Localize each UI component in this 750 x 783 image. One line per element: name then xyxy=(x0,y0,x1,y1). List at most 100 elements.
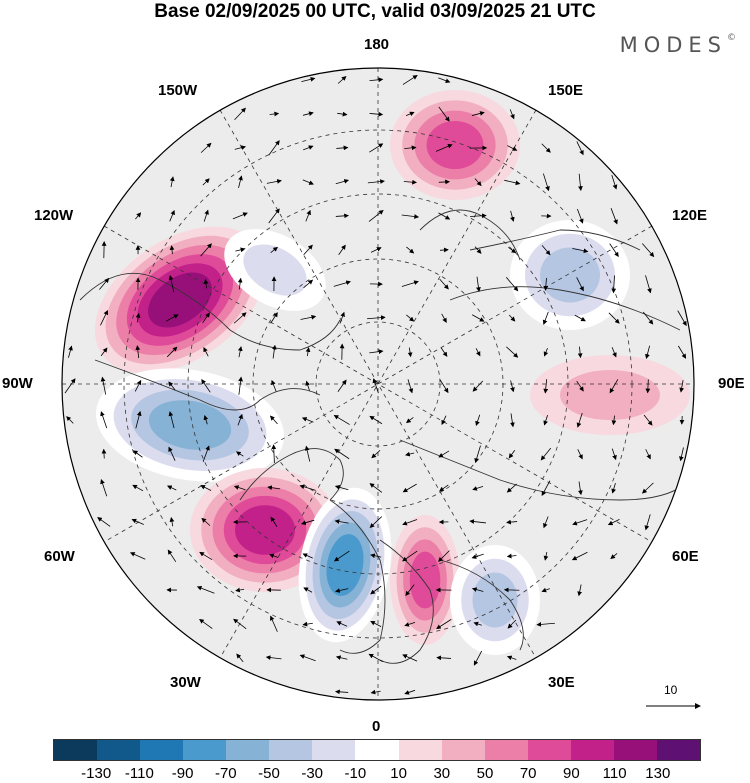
map-border xyxy=(61,67,695,701)
wind-arrow xyxy=(370,585,382,595)
wind-arrow xyxy=(265,655,282,660)
wind-arrow xyxy=(333,280,351,287)
wind-arrow xyxy=(369,77,384,83)
wind-arrow xyxy=(645,275,652,294)
wind-arrow xyxy=(507,145,518,151)
wind-arrow xyxy=(439,484,449,492)
wind-arrow xyxy=(645,449,651,460)
wind-arrow xyxy=(506,519,518,525)
wind-arrow xyxy=(543,277,549,291)
colorbar-swatch xyxy=(140,740,184,760)
wind-arrow xyxy=(471,587,484,592)
wind-arrow xyxy=(237,277,243,290)
wind-arrow xyxy=(402,654,418,662)
wind-arrow xyxy=(577,449,583,460)
wind-arrow xyxy=(100,309,108,326)
wind-arrow xyxy=(372,378,379,394)
lon-label-150e: 150E xyxy=(548,82,584,99)
anomaly-central-siberia-positive xyxy=(530,355,690,435)
wind-arrow xyxy=(441,313,447,323)
wind-arrow xyxy=(305,347,311,357)
colorbar-tick: 110 xyxy=(602,765,627,782)
vector-scale-label: 10 xyxy=(664,683,678,697)
map-title: Base 02/09/2025 00 UTC, valid 03/09/2025… xyxy=(154,1,596,22)
colorbar-swatch xyxy=(441,740,485,760)
wind-arrow xyxy=(305,209,311,222)
wind-arrow xyxy=(167,549,177,563)
wind-arrow xyxy=(369,483,383,493)
wind-arrow xyxy=(609,243,619,258)
colorbar-tick: 30 xyxy=(433,765,451,782)
wind-arrow xyxy=(611,175,618,190)
colorbar-tick: -110 xyxy=(124,765,154,782)
wind-arrow xyxy=(507,619,517,629)
wind-arrow xyxy=(407,379,414,394)
colorbar-tick: 130 xyxy=(645,765,671,782)
wind-arrow xyxy=(234,107,246,121)
colorbar xyxy=(53,739,701,761)
wind-arrow xyxy=(576,208,584,224)
wind-arrow xyxy=(335,655,348,661)
wind-arrow xyxy=(401,280,419,287)
wind-arrow xyxy=(132,450,143,458)
wind-arrow xyxy=(506,483,517,493)
lon-label-60e: 60E xyxy=(672,548,699,565)
wind-arrow xyxy=(610,208,618,225)
wind-arrow xyxy=(337,111,348,117)
wind-arrow xyxy=(508,314,516,322)
wind-arrow xyxy=(577,584,583,597)
wind-arrow xyxy=(476,276,481,293)
lon-label-120e: 120E xyxy=(672,207,708,224)
wind-arrow xyxy=(169,176,175,188)
wind-arrow xyxy=(474,445,481,464)
wind-arrow xyxy=(369,143,384,153)
wind-arrow xyxy=(271,379,277,392)
wind-arrow xyxy=(305,380,311,391)
wind-arrow xyxy=(168,411,175,429)
wind-arrow xyxy=(267,485,281,491)
wind-arrow xyxy=(337,75,347,84)
wind-arrow xyxy=(237,413,243,426)
wind-arrow xyxy=(302,621,313,627)
wind-arrow xyxy=(641,482,654,494)
wind-arrow xyxy=(301,519,315,526)
wind-arrow xyxy=(678,345,687,359)
wind-arrow xyxy=(235,451,244,457)
wind-arrow xyxy=(576,141,584,156)
wind-arrow xyxy=(333,550,350,562)
wind-arrow xyxy=(472,380,484,392)
wind-arrow xyxy=(368,653,383,663)
wind-arrow xyxy=(677,310,687,327)
wind-arrow xyxy=(472,485,484,491)
colorbar-swatch xyxy=(312,740,356,760)
wind-arrow xyxy=(168,381,176,391)
wind-arrow xyxy=(406,246,415,254)
wind-arrow xyxy=(302,111,314,117)
wind-arrow xyxy=(303,244,313,256)
wind-arrow xyxy=(611,275,617,294)
wind-arrow xyxy=(132,484,144,492)
wind-arrow xyxy=(406,417,414,424)
wind-arrow xyxy=(303,587,313,593)
colorbar-swatch xyxy=(54,740,98,760)
wind-arrow xyxy=(438,212,451,220)
wind-arrow xyxy=(645,379,651,394)
wind-arrow xyxy=(236,653,244,663)
wind-arrow xyxy=(508,246,517,254)
wind-arrow xyxy=(506,553,517,559)
wind-arrow xyxy=(270,246,278,253)
wind-arrow xyxy=(510,413,515,428)
wind-arrow xyxy=(135,212,142,220)
colorbar-swatch xyxy=(656,740,700,760)
wind-arrow xyxy=(233,312,247,324)
wind-arrow xyxy=(334,519,349,524)
lon-label-90w: 90W xyxy=(2,375,33,392)
anomaly-iceland-negative xyxy=(298,487,392,643)
wind-arrow xyxy=(571,551,588,561)
wind-arrow xyxy=(438,550,450,562)
wind-arrow xyxy=(169,245,175,255)
wind-arrow xyxy=(404,145,417,151)
wind-arrow xyxy=(371,449,381,459)
wind-arrow xyxy=(100,411,108,429)
